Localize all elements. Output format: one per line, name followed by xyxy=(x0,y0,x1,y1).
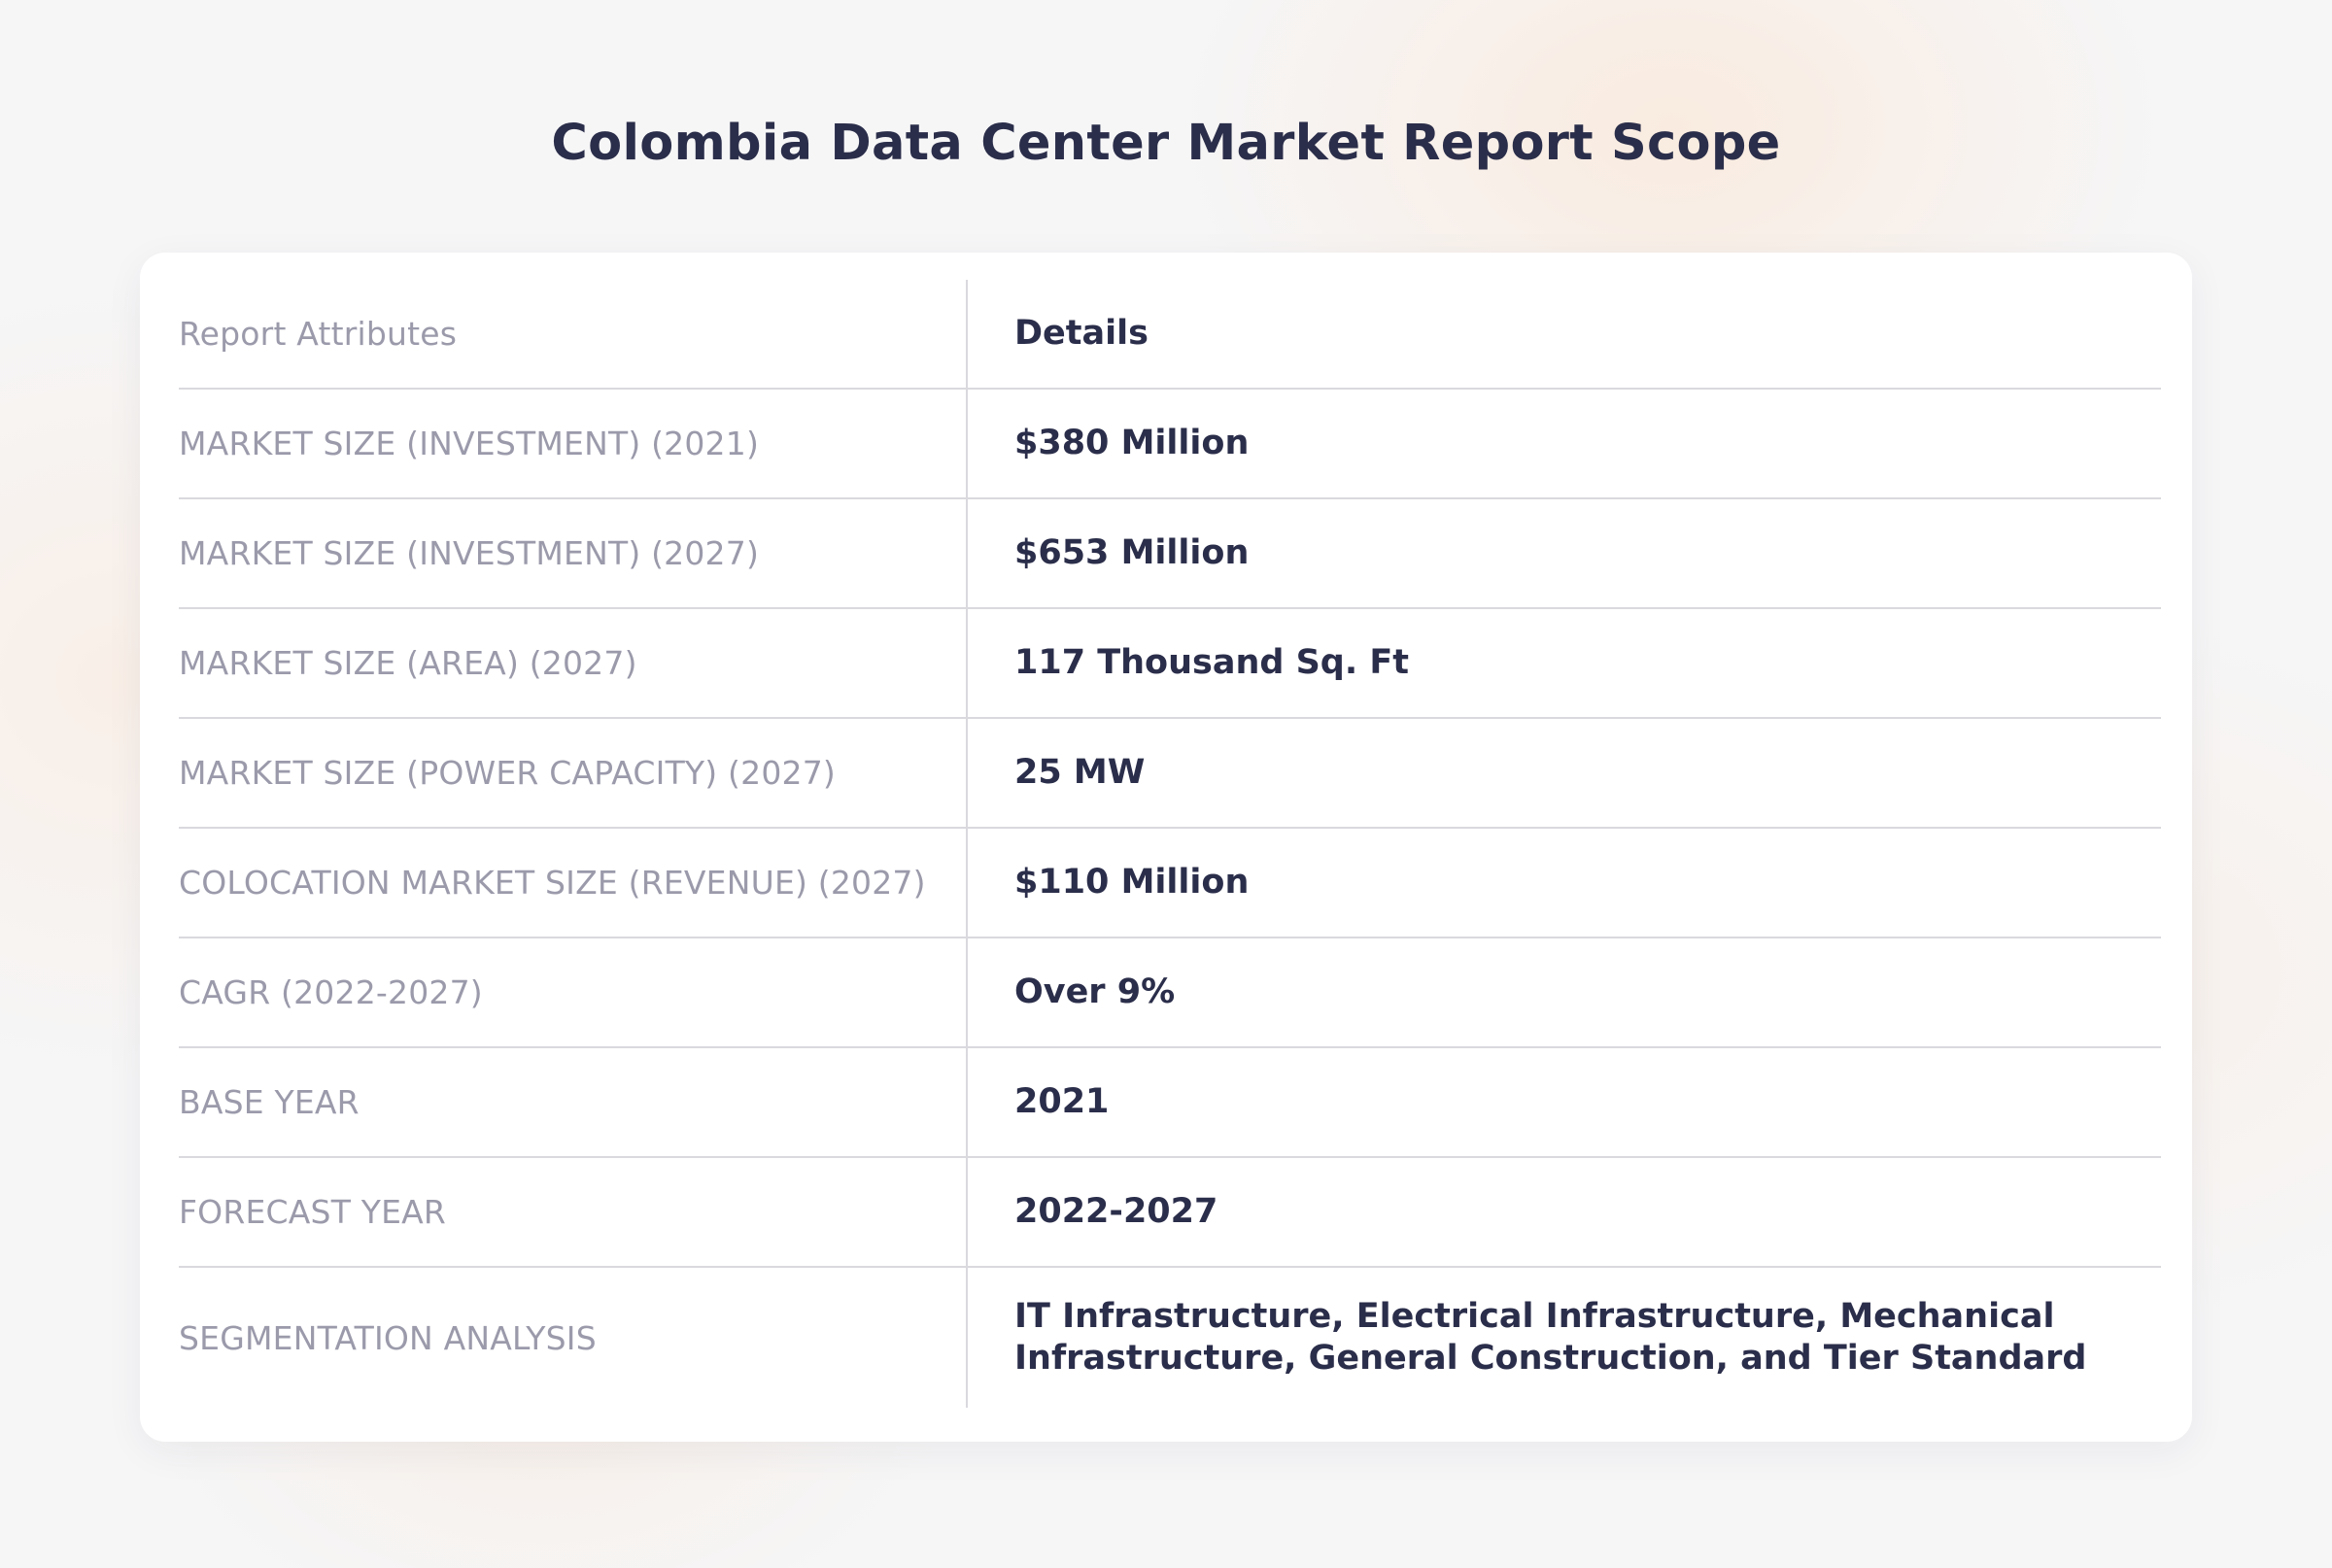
row-attribute: FORECAST YEAR xyxy=(179,1158,968,1266)
report-scope-table: Report Attributes Details MARKET SIZE (I… xyxy=(179,280,2161,1408)
row-attribute: MARKET SIZE (AREA) (2027) xyxy=(179,609,968,717)
row-attribute: MARKET SIZE (INVESTMENT) (2021) xyxy=(179,390,968,497)
table-row: MARKET SIZE (AREA) (2027) 117 Thousand S… xyxy=(179,609,2161,719)
row-attribute: COLOCATION MARKET SIZE (REVENUE) (2027) xyxy=(179,829,968,937)
row-detail: $380 Million xyxy=(1014,424,1250,462)
row-detail: Over 9% xyxy=(1014,972,1176,1011)
table-row: COLOCATION MARKET SIZE (REVENUE) (2027) … xyxy=(179,829,2161,938)
row-detail: 117 Thousand Sq. Ft xyxy=(1014,643,1409,682)
table-row: BASE YEAR 2021 xyxy=(179,1048,2161,1158)
row-attribute: MARKET SIZE (INVESTMENT) (2027) xyxy=(179,499,968,607)
table-row: MARKET SIZE (INVESTMENT) (2027) $653 Mil… xyxy=(179,499,2161,609)
table-row: MARKET SIZE (INVESTMENT) (2021) $380 Mil… xyxy=(179,390,2161,499)
row-attribute: MARKET SIZE (POWER CAPACITY) (2027) xyxy=(179,719,968,827)
table-row: MARKET SIZE (POWER CAPACITY) (2027) 25 M… xyxy=(179,719,2161,829)
header-detail-label: Details xyxy=(1014,314,1149,353)
row-attribute: BASE YEAR xyxy=(179,1048,968,1156)
row-attribute: CAGR (2022-2027) xyxy=(179,938,968,1046)
row-detail: IT Infrastructure, Electrical Infrastruc… xyxy=(1014,1297,2087,1378)
row-detail: 2022-2027 xyxy=(1014,1192,1218,1231)
table-header-row: Report Attributes Details xyxy=(179,280,2161,390)
table-row: FORECAST YEAR 2022-2027 xyxy=(179,1158,2161,1268)
table-row: CAGR (2022-2027) Over 9% xyxy=(179,938,2161,1048)
report-scope-card: Report Attributes Details MARKET SIZE (I… xyxy=(140,253,2192,1442)
row-attribute: SEGMENTATION ANALYSIS xyxy=(179,1268,968,1408)
page-title: Colombia Data Center Market Report Scope xyxy=(551,115,1781,172)
header-attribute-label: Report Attributes xyxy=(179,280,968,388)
table-row: SEGMENTATION ANALYSIS IT Infrastructure,… xyxy=(179,1268,2161,1408)
row-detail: 25 MW xyxy=(1014,753,1146,792)
row-detail: 2021 xyxy=(1014,1082,1110,1121)
row-detail: $653 Million xyxy=(1014,533,1250,572)
row-detail: $110 Million xyxy=(1014,863,1250,902)
